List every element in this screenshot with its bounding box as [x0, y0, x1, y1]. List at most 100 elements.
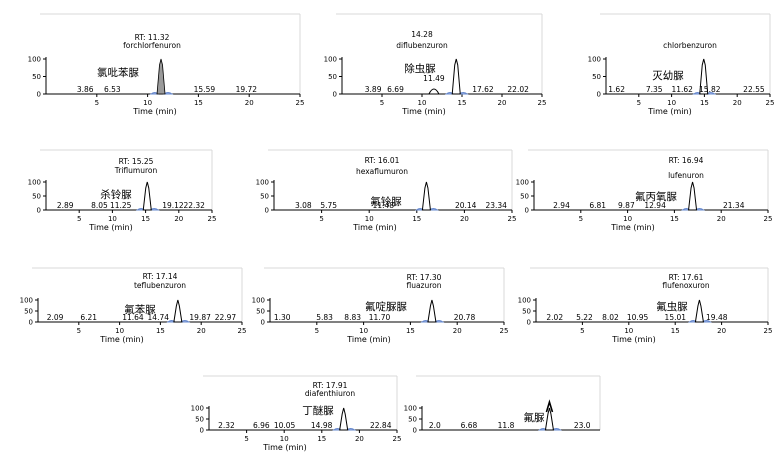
y-tick-label: 50 [592, 73, 601, 81]
x-tick-label: 20 [733, 99, 742, 107]
x-tick-label: 15 [317, 435, 326, 443]
chromatogram-panel: 0 50 100 5 10 15 20 25 Time (min) 2.94 6.81 9.87 12.… [516, 149, 773, 232]
x-tick-label: 10 [143, 99, 152, 107]
peak-rt-label: 3.86 [77, 85, 94, 94]
peak-rt-label: 15.82 [699, 85, 721, 94]
y-tick-label: 100 [516, 179, 529, 187]
peak-rt-label: 6.69 [387, 85, 404, 94]
rt-label: RT: 17.91 [313, 381, 348, 390]
rt-label: RT: 16.94 [669, 156, 704, 165]
rt-label: RT: 16.01 [365, 156, 400, 165]
x-tick-label: 20 [717, 215, 726, 223]
peak-rt-label: 2.94 [553, 201, 570, 210]
x-axis-label: Time (min) [610, 223, 654, 232]
peak-rt-label: 12.94 [644, 201, 666, 210]
chromatogram-panel: 0 50 100 5 10 15 20 25 Time (min) 2.89 8.05 11.25 19… [28, 149, 216, 232]
peak-rt-label: 2.09 [47, 313, 64, 322]
peak-rt-label: 5.83 [316, 313, 333, 322]
y-tick-label: 100 [324, 56, 337, 64]
x-axis-label: Time (min) [132, 107, 176, 116]
y-tick-label: 50 [408, 416, 417, 424]
peak-rt-label: 14.98 [311, 421, 333, 430]
x-tick-label: 15 [670, 215, 679, 223]
peak-rt-label: 11.70 [369, 313, 391, 322]
peak-rt-label: 3.08 [295, 201, 312, 210]
peak-rt-label: 22.32 [183, 201, 205, 210]
y-tick-label: 100 [588, 56, 601, 64]
peak-rt-label: 19.48 [706, 313, 728, 322]
compound-name: lufenuron [668, 171, 704, 180]
main-peak [142, 181, 152, 211]
peak-rt-label: 8.05 [91, 201, 108, 210]
y-tick-label: 0 [525, 207, 529, 215]
chromatogram-panel: 0 50 100 5 10 15 20 25 Time (min) 1.30 5.83 8.83 11.… [252, 267, 508, 344]
chromatogram-panel: 0 50 100 5 10 15 20 25 Time (min) 2.09 6.21 11.64 14… [20, 267, 246, 344]
x-tick-label: 10 [280, 435, 289, 443]
x-tick-label: 15 [156, 327, 165, 335]
y-tick-label: 100 [28, 56, 41, 64]
y-tick-label: 50 [195, 416, 204, 424]
x-tick-label: 5 [77, 327, 81, 335]
main-peak [156, 58, 166, 95]
x-axis-label: Time (min) [99, 335, 143, 344]
compound-name: teflubenzuron [134, 281, 186, 290]
x-tick-label: 5 [319, 215, 323, 223]
x-tick-label: 10 [667, 99, 676, 107]
chromatogram-panel: 0 50 100 2.0 6.68 11.8 23.0 氟脲 [404, 375, 601, 435]
compound-chinese-name: 丁醚脲 [302, 404, 334, 417]
x-tick-label: 5 [637, 99, 641, 107]
x-tick-label: 10 [623, 215, 632, 223]
x-tick-label: 25 [764, 327, 773, 335]
peak-rt-label: 6.21 [80, 313, 97, 322]
y-tick-label: 100 [518, 297, 531, 305]
main-peak [544, 407, 555, 431]
peak-rt-label: 22.55 [743, 85, 765, 94]
x-tick-label: 15 [141, 215, 150, 223]
peak-rt-label: 7.35 [646, 85, 663, 94]
peak-blur [545, 399, 554, 413]
peak-rt-label: 9.87 [618, 201, 635, 210]
rt-label: 14.28 [411, 30, 433, 39]
peak-rt-label: 20.78 [454, 313, 476, 322]
peak-rt-label: 19.72 [236, 85, 258, 94]
minor-peak-label: 11.49 [423, 74, 445, 83]
x-tick-label: 5 [244, 435, 248, 443]
rt-label: RT: 17.30 [407, 273, 442, 282]
peak-rt-label: 5.75 [320, 201, 337, 210]
peak-rt-label: 2.0 [429, 421, 441, 430]
peak-rt-label: 2.89 [57, 201, 74, 210]
x-tick-label: 20 [717, 327, 726, 335]
compound-name: diafenthiuron [305, 389, 355, 398]
compound-name: Triflumuron [114, 166, 158, 175]
x-tick-label: 20 [498, 99, 507, 107]
peak-rt-label: 6.53 [104, 85, 121, 94]
compound-chinese-name: 氟铃脲 [370, 195, 402, 208]
x-tick-label: 5 [315, 327, 319, 335]
compound-name: fluazuron [406, 281, 441, 290]
y-tick-label: 50 [328, 73, 337, 81]
x-tick-label: 15 [412, 215, 421, 223]
x-axis-label: Time (min) [262, 443, 306, 452]
compound-chinese-name: 氟丙氧脲 [635, 190, 677, 203]
x-axis-label: Time (min) [352, 223, 396, 232]
peak-rt-label: 10.95 [627, 313, 649, 322]
peak-rt-label: 22.84 [370, 421, 392, 430]
peak-rt-label: 15.59 [194, 85, 216, 94]
compound-chinese-name: 氟脲 [524, 411, 545, 424]
x-tick-label: 20 [453, 327, 462, 335]
peak-rt-label: 6.81 [589, 201, 606, 210]
compound-name: flufenoxuron [662, 281, 710, 290]
x-tick-label: 25 [764, 215, 773, 223]
chromatogram-panel: 0 50 100 5 10 15 20 25 Time (min) 1.62 7.35 11.62 15… [588, 13, 774, 116]
peak-rt-label: 1.62 [608, 85, 625, 94]
chromatogram-panel: 0 50 100 5 10 15 20 25 Time (min) 2.02 5.22 8.02 10.… [518, 267, 773, 344]
y-tick-label: 50 [260, 193, 269, 201]
compound-name: diflubenzuron [396, 41, 448, 50]
rt-label: RT: 17.61 [669, 273, 704, 282]
peak-rt-label: 11.8 [498, 421, 515, 430]
x-tick-label: 25 [393, 435, 402, 443]
compound-chinese-name: 氟啶脲脲 [365, 300, 407, 313]
peak-rt-label: 10.05 [274, 421, 296, 430]
x-tick-label: 10 [115, 327, 124, 335]
compound-name: hexaflumuron [356, 167, 408, 176]
